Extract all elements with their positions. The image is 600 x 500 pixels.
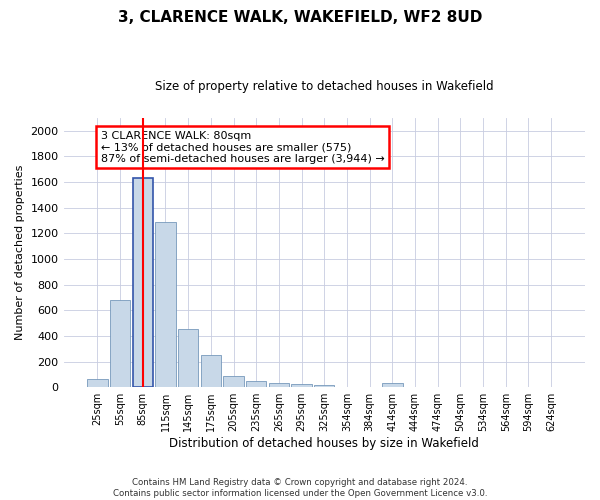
Bar <box>314 386 334 387</box>
Bar <box>110 300 130 387</box>
Bar <box>133 178 153 387</box>
Bar <box>292 384 312 387</box>
Bar <box>87 379 107 387</box>
Text: Contains HM Land Registry data © Crown copyright and database right 2024.
Contai: Contains HM Land Registry data © Crown c… <box>113 478 487 498</box>
Bar <box>382 384 403 387</box>
Y-axis label: Number of detached properties: Number of detached properties <box>15 165 25 340</box>
X-axis label: Distribution of detached houses by size in Wakefield: Distribution of detached houses by size … <box>169 437 479 450</box>
Bar <box>246 381 266 387</box>
Text: 3, CLARENCE WALK, WAKEFIELD, WF2 8UD: 3, CLARENCE WALK, WAKEFIELD, WF2 8UD <box>118 10 482 25</box>
Bar <box>200 355 221 387</box>
Title: Size of property relative to detached houses in Wakefield: Size of property relative to detached ho… <box>155 80 494 93</box>
Bar <box>223 376 244 387</box>
Text: 3 CLARENCE WALK: 80sqm
← 13% of detached houses are smaller (575)
87% of semi-de: 3 CLARENCE WALK: 80sqm ← 13% of detached… <box>101 130 385 164</box>
Bar <box>178 330 199 387</box>
Bar <box>155 222 176 387</box>
Bar <box>269 384 289 387</box>
